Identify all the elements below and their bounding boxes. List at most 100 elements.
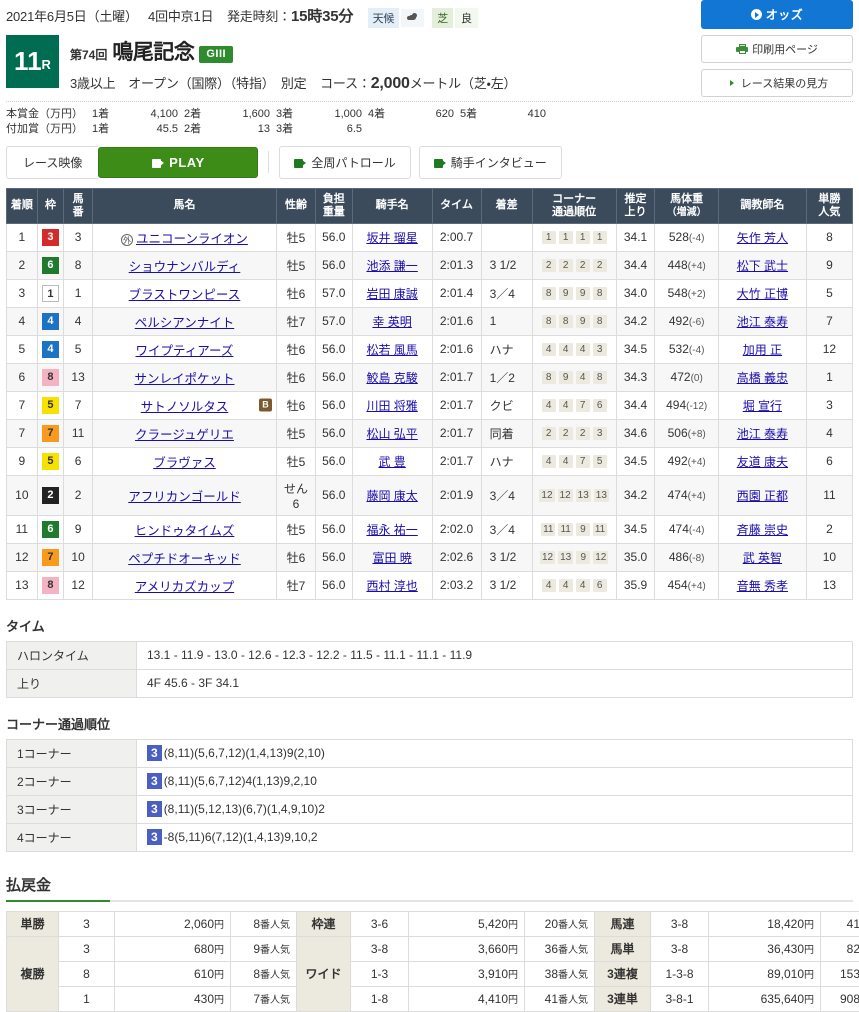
cell-waku: 6 — [37, 251, 64, 279]
cell-last-3f: 35.9 — [616, 571, 655, 599]
trainer-link[interactable]: 松下 武士 — [737, 259, 788, 273]
corner-position: 9 — [576, 287, 590, 300]
corner-position: 4 — [559, 399, 573, 412]
jockey-link[interactable]: 松若 風馬 — [366, 343, 417, 357]
jockey-link[interactable]: 池添 謙一 — [366, 259, 417, 273]
cell-horse-weight: 548(+2) — [655, 279, 718, 307]
cell-sex-age: 牡6 — [277, 391, 316, 419]
horse-name-link[interactable]: ワイプティアーズ — [136, 344, 234, 358]
prize-pos: 1着 — [92, 122, 122, 137]
trainer-link[interactable]: 西園 正都 — [737, 489, 788, 503]
jockey-link[interactable]: 坂井 瑠星 — [366, 231, 417, 245]
cell-waku: 3 — [37, 223, 64, 251]
corner-order: 3(8,11)(5,6,7,12)4(1,13)9,2,10 — [137, 767, 853, 795]
jockey-link[interactable]: 川田 将雅 — [366, 399, 417, 413]
prize-pos: 3着 — [276, 107, 306, 122]
race-number: 11 — [14, 48, 42, 74]
horse-name-link[interactable]: ブラストワンピース — [129, 288, 241, 302]
trainer-link[interactable]: 矢作 芳人 — [737, 231, 788, 245]
jockey-link[interactable]: 西村 淳也 — [366, 579, 417, 593]
cell-last-3f: 35.0 — [616, 543, 655, 571]
howto-read-results-button[interactable]: レース結果の見方 — [701, 69, 853, 97]
horse-name-link[interactable]: アフリカンゴールド — [128, 490, 241, 504]
corner-order: 3(8,11)(5,6,7,12)(1,4,13)9(2,10) — [137, 739, 853, 767]
horse-name-link[interactable]: アメリカズカップ — [135, 580, 234, 594]
race-info: 第74回 鳴尾記念 GIII 3歳以上 オープン（国際）（特指） 別定 コース：… — [59, 35, 516, 93]
corner-position: 4 — [559, 579, 573, 592]
col-horse-name: 馬名 — [92, 188, 276, 223]
lead-horse-number: 3 — [147, 745, 162, 761]
cell-horse-name: アフリカンゴールド — [92, 475, 276, 515]
jockey-interview-button[interactable]: 騎手インタビュー — [419, 146, 562, 179]
cell-carried-weight: 56.0 — [315, 251, 352, 279]
trainer-link[interactable]: 音無 秀孝 — [737, 579, 788, 593]
cell-sex-age: 牡5 — [277, 515, 316, 543]
trainer-link[interactable]: 堀 宣行 — [743, 399, 782, 413]
payout-popularity: 8番人気 — [231, 911, 297, 936]
trainer-link[interactable]: 加用 正 — [743, 343, 782, 357]
horse-name-link[interactable]: ショウナンバルディ — [129, 260, 241, 274]
cell-last-3f: 34.5 — [616, 447, 655, 475]
race-conditions: 3歳以上 オープン（国際）（特指） 別定 コース：2,000メートル（芝・左） — [70, 73, 516, 93]
cell-trainer: 大竹 正博 — [718, 279, 806, 307]
jockey-link[interactable]: 藤岡 康太 — [366, 489, 417, 503]
play-button[interactable]: PLAY — [98, 147, 258, 178]
horse-weight-delta: (+2) — [688, 289, 706, 300]
horse-weight-delta: (-4) — [689, 525, 705, 536]
horse-name-link[interactable]: ブラヴァス — [153, 456, 216, 470]
horse-name-link[interactable]: ユニコーンライオン — [136, 232, 248, 246]
jockey-link[interactable]: 幸 英明 — [372, 315, 411, 329]
cell-sex-age: 牡7 — [277, 571, 316, 599]
payout-combination: 1-3 — [351, 961, 409, 986]
trainer-link[interactable]: 武 英智 — [743, 551, 782, 565]
cell-place: 7 — [7, 391, 38, 419]
cell-jockey: 坂井 瑠星 — [352, 223, 432, 251]
corner-position: 2 — [542, 259, 556, 272]
cell-place: 13 — [7, 571, 38, 599]
horse-name-link[interactable]: クラージュゲリエ — [135, 428, 234, 442]
jockey-link[interactable]: 鮫島 克駿 — [366, 371, 417, 385]
trainer-link[interactable]: 池江 泰寿 — [737, 315, 788, 329]
patrol-video-button[interactable]: 全周パトロール — [279, 146, 410, 179]
trainer-link[interactable]: 高橋 義忠 — [737, 371, 788, 385]
payout-combination: 3-6 — [351, 911, 409, 936]
jockey-link[interactable]: 松山 弘平 — [366, 427, 417, 441]
corner-label: 4コーナー — [7, 823, 137, 851]
jockey-link[interactable]: 武 豊 — [378, 455, 405, 469]
jockey-link[interactable]: 岩田 康誠 — [366, 287, 417, 301]
odds-button[interactable]: オッズ — [701, 0, 853, 29]
print-page-button[interactable]: 印刷用ページ — [701, 35, 853, 63]
cell-popularity: 11 — [806, 475, 852, 515]
horse-name-link[interactable]: ペルシアンナイト — [135, 316, 235, 330]
trainer-link[interactable]: 池江 泰寿 — [737, 427, 788, 441]
corner-position: 11 — [558, 523, 572, 536]
payout-amount: 36,430円 — [709, 936, 821, 961]
cell-place: 5 — [7, 335, 38, 363]
course-label: コース： — [320, 76, 371, 91]
corner-position: 9 — [559, 287, 573, 300]
trainer-link[interactable]: 友道 康夫 — [737, 455, 788, 469]
horse-name-link[interactable]: サンレイポケット — [134, 372, 234, 386]
cell-popularity: 6 — [806, 447, 852, 475]
cell-popularity: 9 — [806, 251, 852, 279]
cell-sex-age: 牡6 — [277, 279, 316, 307]
cell-waku: 5 — [37, 391, 64, 419]
cell-horse-name: ペプチドオーキッド — [92, 543, 276, 571]
waku-badge: 3 — [42, 229, 59, 246]
corner-position: 9 — [576, 523, 590, 536]
cell-last-3f: 34.2 — [616, 475, 655, 515]
horse-weight-delta: (+4) — [688, 261, 706, 272]
horse-name-link[interactable]: ヒンドゥタイムズ — [135, 524, 235, 538]
trainer-link[interactable]: 大竹 正博 — [737, 287, 788, 301]
horse-name-link[interactable]: サトノソルタス — [141, 400, 229, 414]
trainer-link[interactable]: 斉藤 崇史 — [737, 523, 788, 537]
corner-position: 9 — [559, 371, 573, 384]
jockey-link[interactable]: 富田 暁 — [372, 551, 411, 565]
corner-position: 11 — [593, 523, 607, 536]
col-sex-age: 性齢 — [277, 188, 316, 223]
jockey-link[interactable]: 福永 祐一 — [366, 523, 417, 537]
horse-name-link[interactable]: ペプチドオーキッド — [128, 552, 241, 566]
